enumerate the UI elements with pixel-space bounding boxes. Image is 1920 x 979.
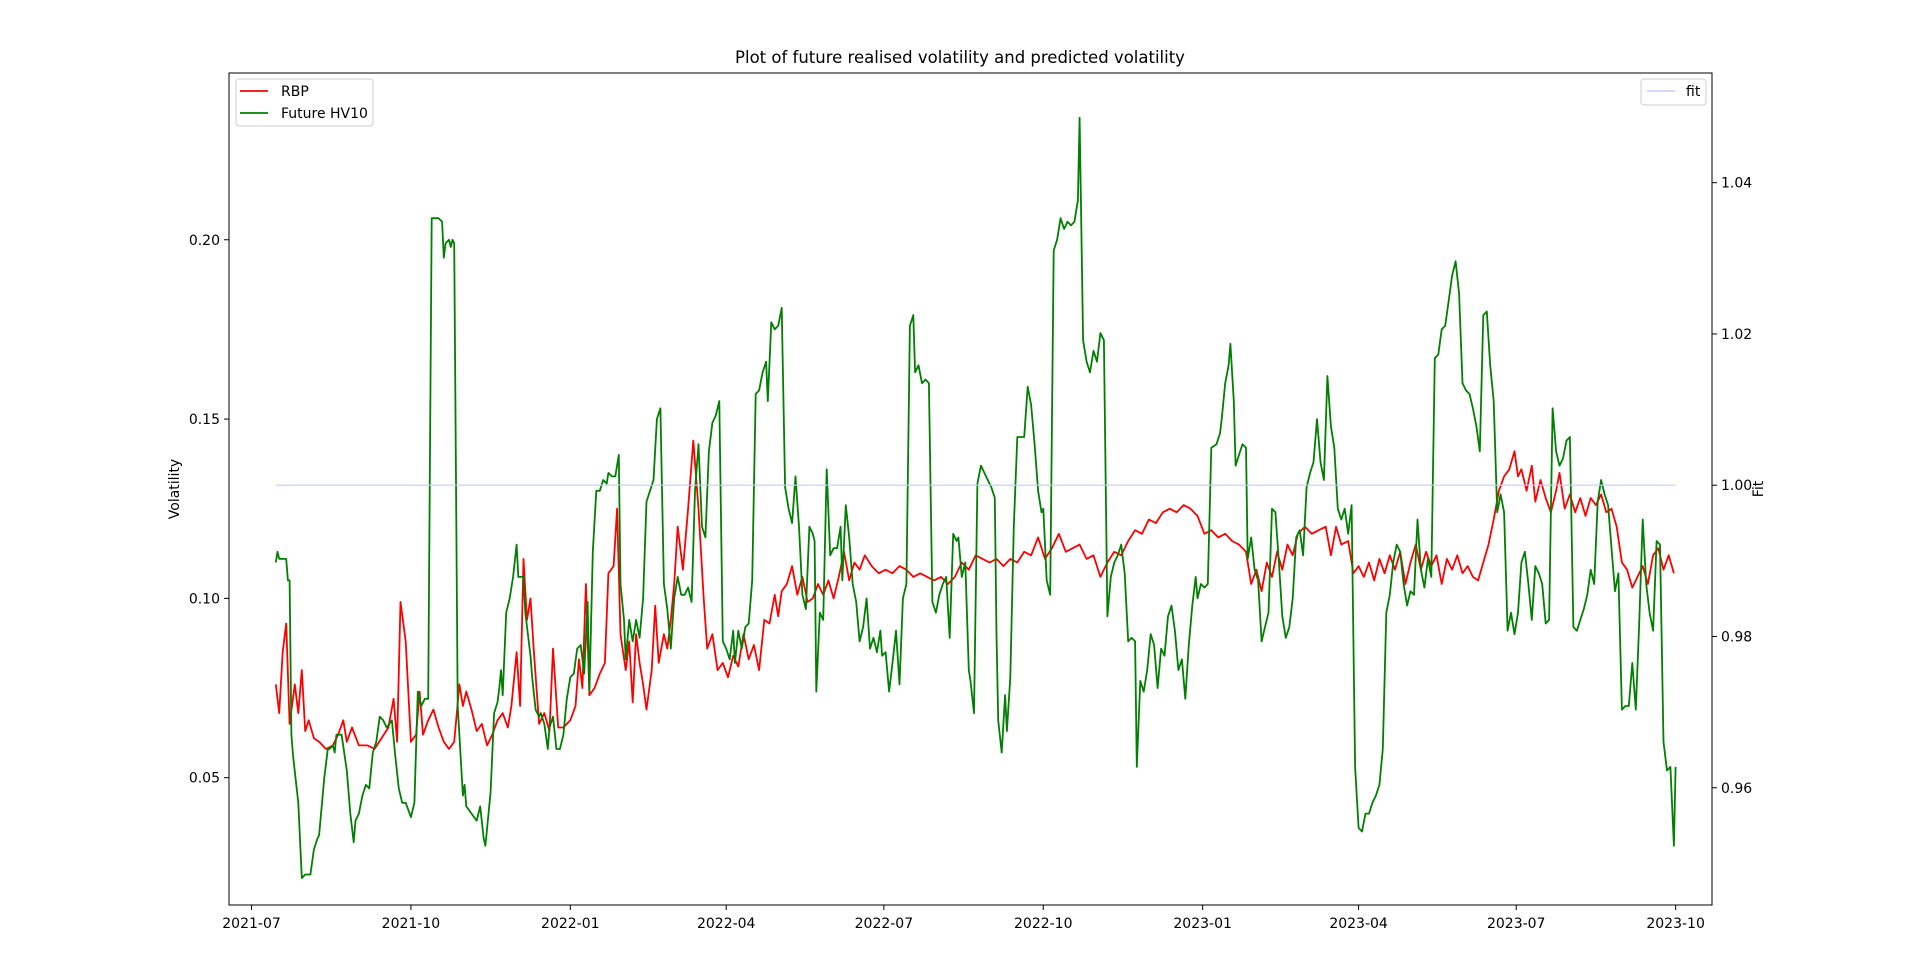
legend-right-frame — [1640, 78, 1707, 106]
y2-tick-label: 1.00 — [1721, 478, 1752, 494]
x-tick-label: 2022-04 — [697, 916, 756, 932]
legend-label-rbp: RBP — [281, 84, 309, 100]
y-tick-label: 0.15 — [189, 412, 220, 428]
y-tick-label: 0.05 — [189, 771, 220, 787]
x-axis: 2021-07 2021-10 2022-01 2022-04 2022-07 2022-… — [222, 905, 1705, 932]
legend-left-frame — [235, 78, 374, 127]
legend-right: fit — [1640, 78, 1707, 106]
series-line-future-hv10 — [274, 116, 1677, 879]
x-tick-label: 2023-01 — [1173, 916, 1232, 932]
x-tick-label: 2022-07 — [855, 916, 914, 932]
y2-axis-label: Fit — [1751, 480, 1767, 497]
legend-label-fit: fit — [1686, 84, 1701, 100]
chart-title: Plot of future realised volatility and p… — [735, 48, 1185, 67]
legend-label-future-hv10: Future HV10 — [281, 106, 368, 122]
y2-tick-label: 1.04 — [1721, 176, 1752, 192]
plot-area — [228, 72, 1713, 906]
y-axis-right: 0.96 0.98 1.00 1.02 1.04 — [1712, 176, 1752, 797]
x-tick-label: 2023-04 — [1329, 916, 1388, 932]
x-tick-label: 2022-10 — [1014, 916, 1073, 932]
y2-tick-label: 0.96 — [1721, 781, 1752, 797]
y-axis-left: 0.05 0.10 0.15 0.20 — [189, 233, 229, 787]
y-tick-label: 0.20 — [189, 233, 220, 249]
series-layer — [274, 116, 1677, 879]
y2-tick-label: 0.98 — [1721, 629, 1752, 645]
x-tick-label: 2021-10 — [382, 916, 441, 932]
x-tick-label: 2023-07 — [1487, 916, 1546, 932]
y-tick-label: 0.10 — [189, 591, 220, 607]
x-tick-label: 2022-01 — [541, 916, 600, 932]
legend-left: RBP Future HV10 — [235, 78, 374, 127]
x-tick-label: 2023-10 — [1646, 916, 1705, 932]
y-axis-label: Volatility — [167, 459, 183, 519]
x-tick-label: 2021-07 — [222, 916, 281, 932]
y2-tick-label: 1.02 — [1721, 327, 1752, 343]
